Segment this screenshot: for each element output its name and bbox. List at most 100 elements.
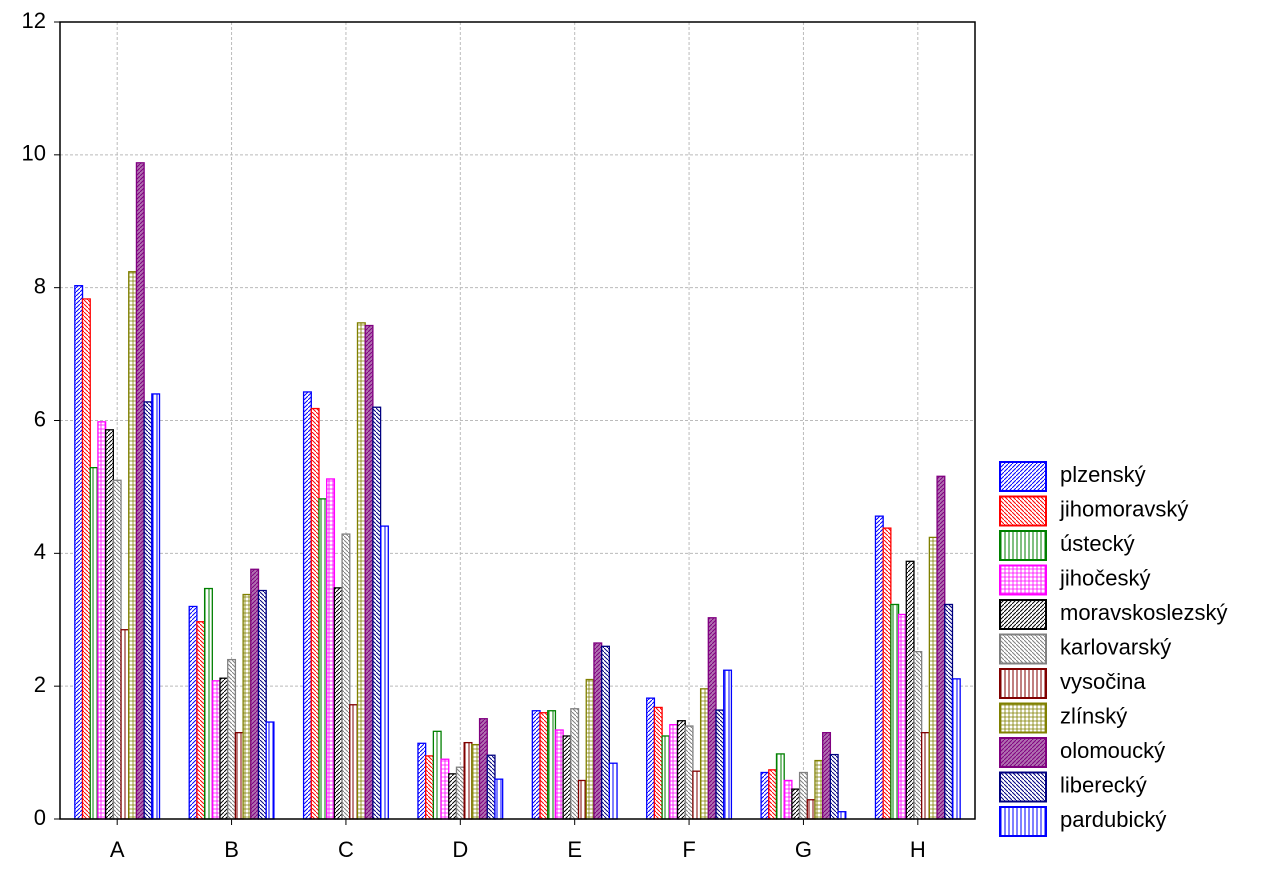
bar — [783, 779, 793, 820]
x-tick-label: B — [224, 837, 239, 862]
bar — [97, 421, 107, 820]
legend-label: moravskoslezský — [1060, 600, 1227, 625]
bar — [417, 742, 427, 820]
legend-label: zlínský — [1060, 703, 1127, 728]
bar — [707, 617, 717, 820]
bar — [89, 467, 99, 820]
bar — [585, 678, 595, 820]
bar — [448, 773, 458, 820]
legend-label: jihomoravský — [1059, 496, 1188, 521]
bar — [928, 536, 938, 820]
bar — [112, 479, 122, 820]
bar — [570, 708, 580, 820]
bar — [837, 811, 847, 820]
bar — [188, 605, 198, 820]
bar — [425, 755, 435, 820]
x-tick-label: F — [682, 837, 695, 862]
legend-swatch — [999, 737, 1047, 768]
bar — [684, 725, 694, 820]
bar — [921, 732, 931, 820]
bar — [539, 712, 549, 820]
bar — [653, 706, 663, 820]
bar — [302, 391, 312, 820]
bar — [356, 322, 366, 820]
x-tick-label: A — [110, 837, 125, 862]
bar — [944, 603, 954, 820]
bar — [432, 730, 442, 820]
legend-swatch — [999, 771, 1047, 803]
y-tick-label: 8 — [34, 273, 46, 298]
bar — [143, 401, 153, 820]
bar — [326, 478, 336, 820]
bar — [593, 642, 603, 820]
bar — [379, 525, 389, 820]
legend-label: vysočina — [1060, 669, 1146, 694]
bar — [463, 741, 473, 820]
x-tick-label: H — [910, 837, 926, 862]
bar — [822, 732, 832, 820]
x-tick-label: G — [795, 837, 812, 862]
bar — [760, 771, 770, 820]
bar — [715, 709, 725, 820]
legend-label: karlovarský — [1060, 634, 1171, 659]
bar — [600, 645, 610, 820]
bar — [723, 669, 733, 820]
bar — [692, 770, 702, 820]
bar — [890, 603, 900, 820]
bar — [310, 407, 320, 820]
bar — [798, 771, 808, 820]
legend-swatch — [999, 702, 1047, 734]
y-tick-label: 4 — [34, 539, 46, 564]
bar — [486, 754, 496, 820]
y-tick-label: 10 — [22, 141, 46, 166]
bar — [882, 527, 892, 820]
bar — [913, 650, 923, 820]
bar — [768, 769, 778, 820]
legend-label: ústecký — [1060, 531, 1135, 556]
legend-label: liberecký — [1060, 772, 1147, 797]
legend-label: plzenský — [1060, 462, 1146, 487]
x-tick-label: E — [567, 837, 582, 862]
y-tick-label: 2 — [34, 672, 46, 697]
bar — [120, 629, 130, 820]
bar — [661, 735, 671, 820]
legend-swatch — [999, 461, 1047, 492]
bar — [676, 720, 686, 820]
plot-frame — [59, 21, 976, 820]
bar — [905, 560, 915, 820]
bar — [951, 678, 961, 820]
bar — [874, 515, 884, 820]
bar — [775, 753, 785, 820]
legend: plzenský jihomoravský ústecký jihočeský mora… — [999, 461, 1227, 837]
bar — [257, 589, 267, 820]
bar — [242, 593, 252, 820]
bar — [135, 162, 145, 820]
bar — [151, 393, 161, 820]
bar — [547, 710, 557, 820]
legend-label: jihočeský — [1059, 565, 1150, 590]
legend-label: olomoucký — [1060, 738, 1165, 763]
bar — [494, 778, 504, 820]
bar — [608, 762, 618, 820]
legend-swatch — [999, 564, 1047, 596]
legend-swatch — [999, 633, 1047, 665]
bar — [577, 779, 587, 820]
bar — [364, 324, 374, 820]
bar — [203, 587, 213, 820]
bar — [440, 758, 450, 820]
bar — [196, 621, 206, 820]
y-tick-label: 0 — [34, 805, 46, 830]
bar — [349, 704, 359, 820]
bar — [478, 718, 488, 820]
bar — [791, 788, 801, 820]
legend-swatch — [999, 495, 1047, 527]
bar — [372, 406, 382, 820]
bar — [455, 766, 465, 820]
legend-swatch — [999, 530, 1047, 561]
bar — [227, 658, 237, 820]
bar — [471, 743, 481, 820]
x-tick-label: D — [452, 837, 468, 862]
bar — [829, 753, 839, 820]
y-tick-label: 12 — [22, 8, 46, 33]
